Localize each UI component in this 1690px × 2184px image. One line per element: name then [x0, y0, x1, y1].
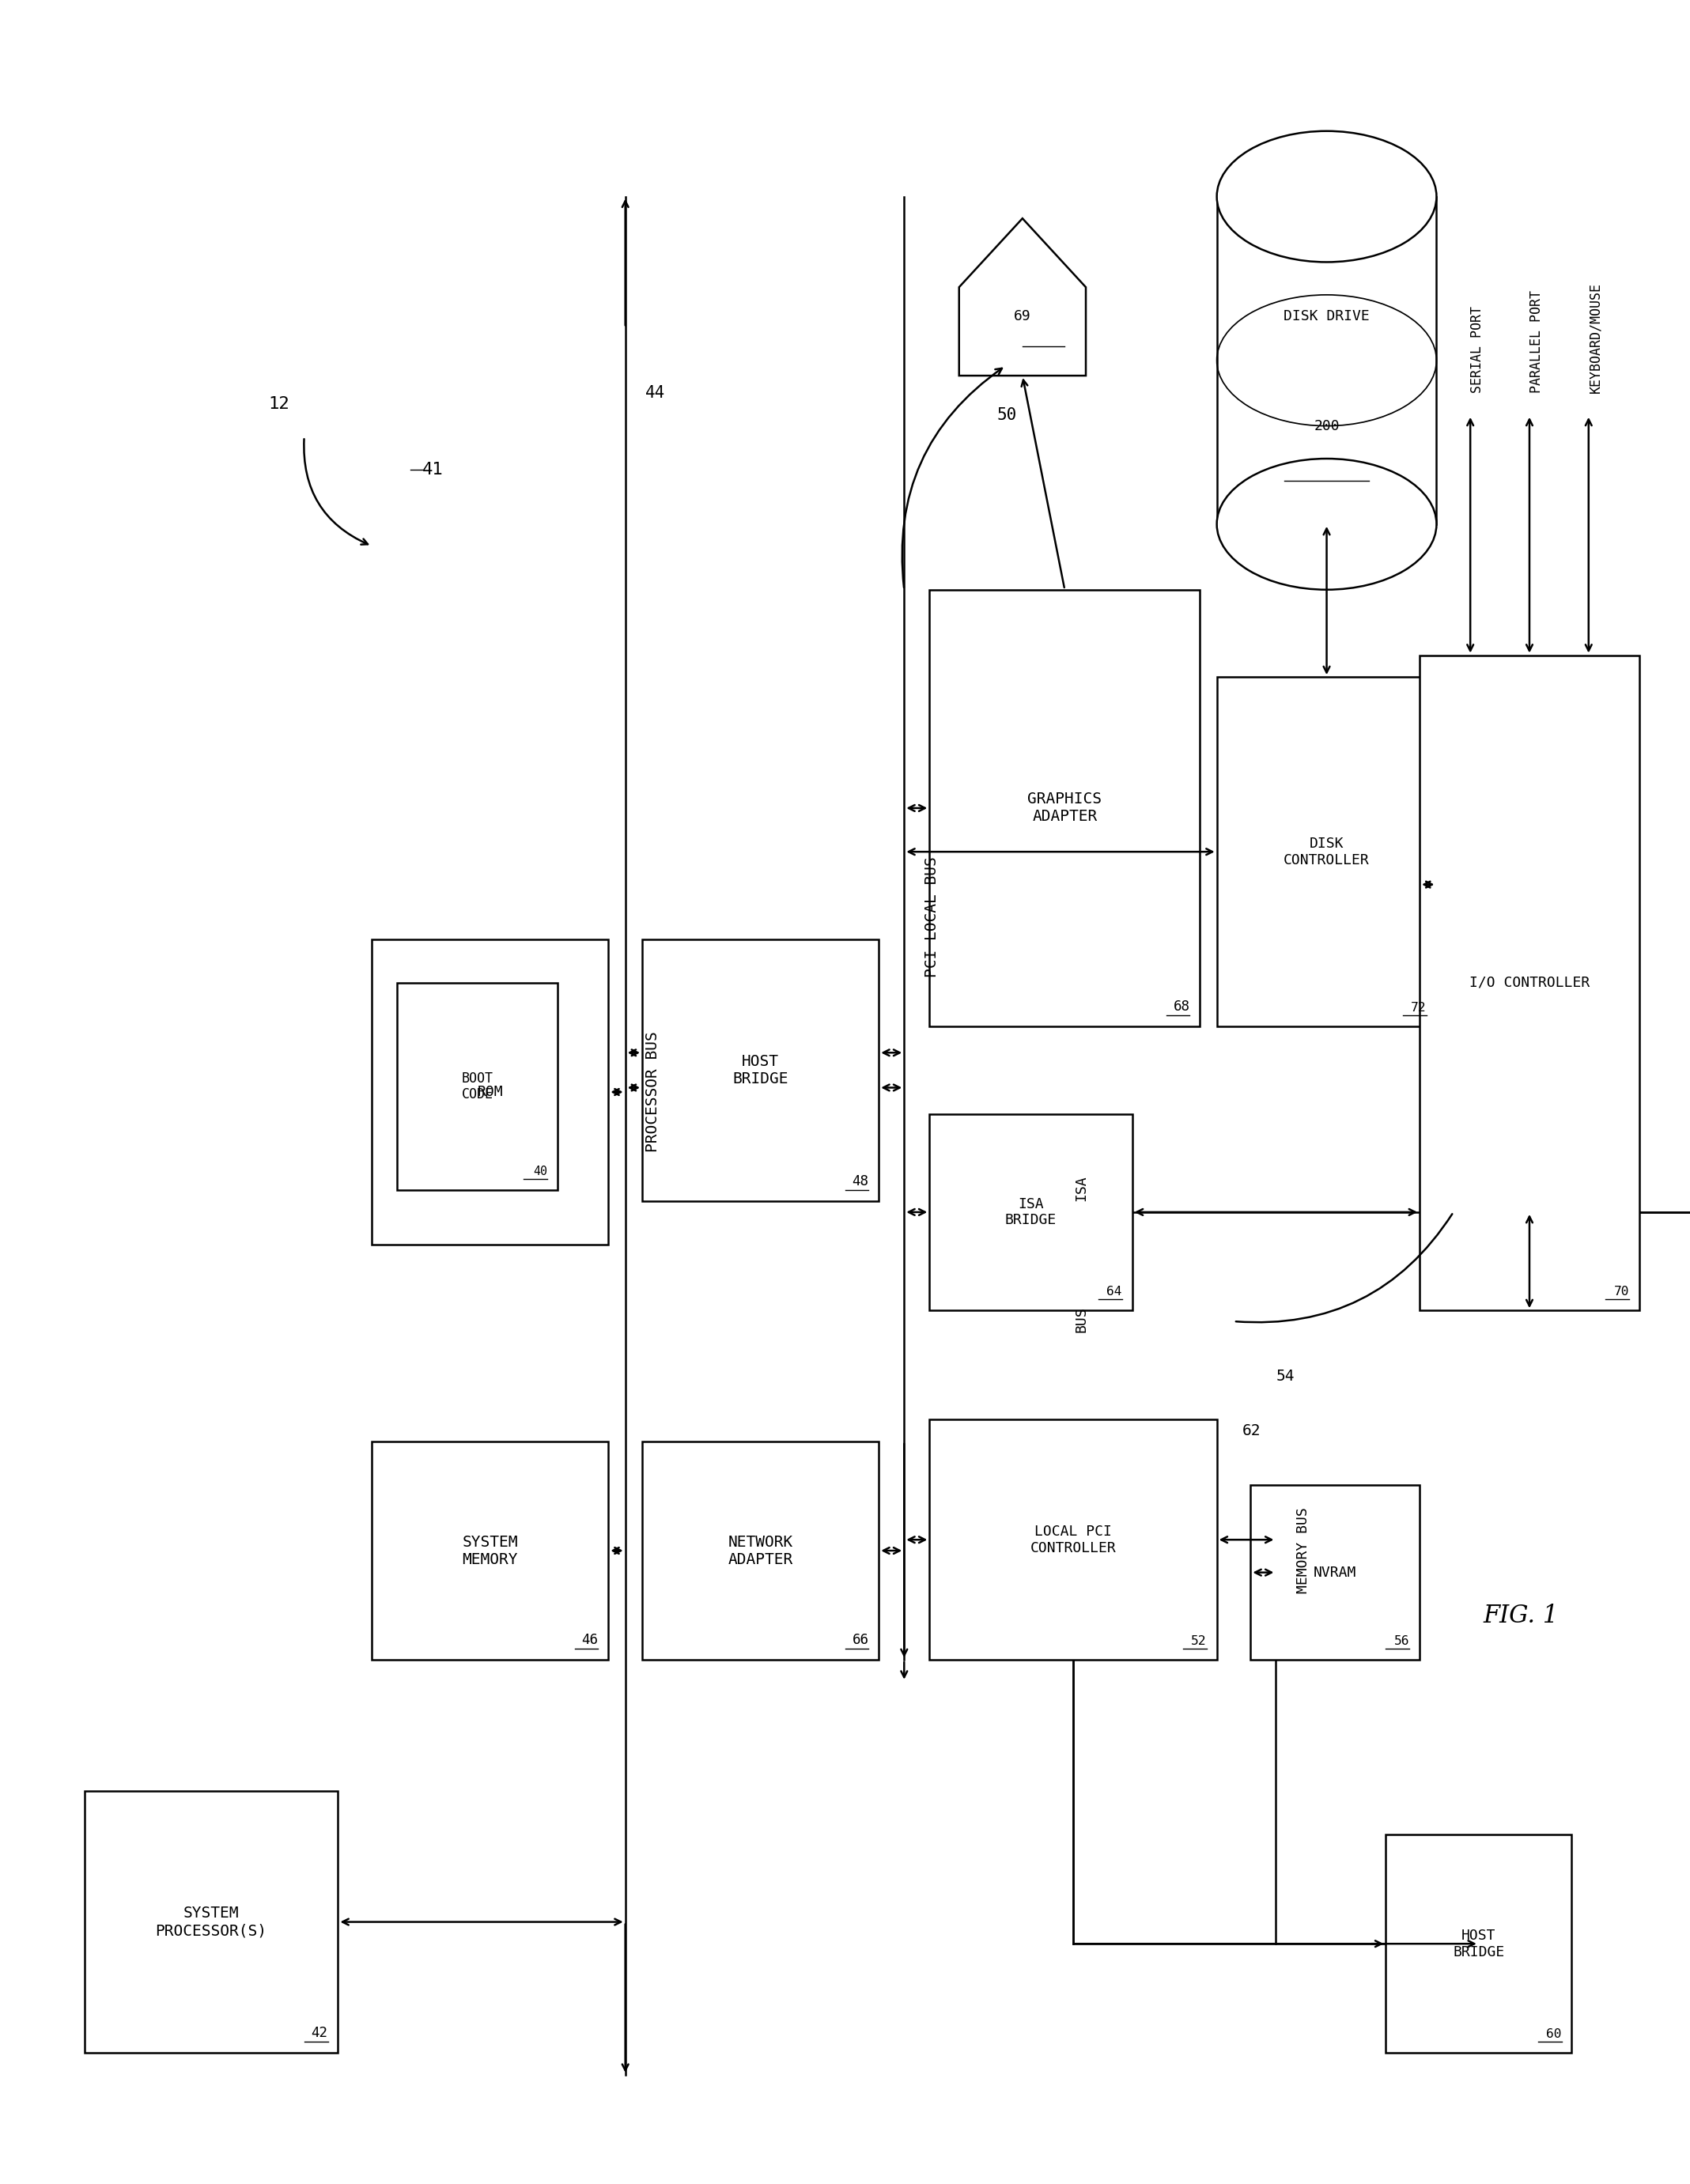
- Text: 42: 42: [311, 2025, 328, 2040]
- Text: 54: 54: [1276, 1369, 1295, 1382]
- Text: 66: 66: [852, 1631, 869, 1647]
- Text: GRAPHICS
ADAPTER: GRAPHICS ADAPTER: [1028, 793, 1102, 823]
- Text: NVRAM: NVRAM: [1313, 1566, 1357, 1579]
- Text: 56: 56: [1394, 1636, 1409, 1647]
- Text: 50: 50: [997, 406, 1017, 424]
- Bar: [642, 1441, 879, 1660]
- Text: HOST
BRIDGE: HOST BRIDGE: [733, 1055, 788, 1085]
- Text: KEYBOARD/MOUSE: KEYBOARD/MOUSE: [1589, 282, 1602, 393]
- Text: I/O CONTROLLER: I/O CONTROLLER: [1469, 976, 1590, 989]
- Text: FIG. 1: FIG. 1: [1484, 1603, 1558, 1629]
- Text: 40: 40: [534, 1166, 548, 1177]
- Bar: [397, 983, 558, 1190]
- Text: SYSTEM
MEMORY: SYSTEM MEMORY: [463, 1535, 517, 1566]
- Text: 200: 200: [1313, 419, 1340, 432]
- Text: DISK DRIVE: DISK DRIVE: [1284, 310, 1369, 323]
- Ellipse shape: [1217, 459, 1436, 590]
- Bar: [1420, 655, 1639, 1310]
- Text: SERIAL PORT: SERIAL PORT: [1470, 306, 1484, 393]
- Text: LOCAL PCI
CONTROLLER: LOCAL PCI CONTROLLER: [1031, 1524, 1115, 1555]
- Text: 70: 70: [1614, 1286, 1629, 1297]
- Text: ISA: ISA: [1075, 1175, 1088, 1201]
- Text: HOST
BRIDGE: HOST BRIDGE: [1453, 1928, 1504, 1959]
- Text: 72: 72: [1411, 1002, 1426, 1013]
- Text: BOOT
CODE: BOOT CODE: [461, 1070, 493, 1103]
- Text: 68: 68: [1173, 998, 1190, 1013]
- Bar: [642, 939, 879, 1201]
- Text: 52: 52: [1191, 1636, 1207, 1647]
- Text: 41: 41: [422, 461, 444, 478]
- Text: PARALLEL PORT: PARALLEL PORT: [1529, 290, 1543, 393]
- Text: BUS: BUS: [1075, 1306, 1088, 1332]
- Text: MEMORY BUS: MEMORY BUS: [1296, 1507, 1310, 1594]
- Bar: [930, 1420, 1217, 1660]
- Text: ISA
BRIDGE: ISA BRIDGE: [1006, 1197, 1056, 1227]
- Text: PROCESSOR BUS: PROCESSOR BUS: [646, 1031, 661, 1153]
- Text: 46: 46: [581, 1631, 598, 1647]
- Text: SYSTEM
PROCESSOR(S): SYSTEM PROCESSOR(S): [155, 1907, 267, 1937]
- Text: 64: 64: [1107, 1286, 1122, 1297]
- Ellipse shape: [1217, 131, 1436, 262]
- Bar: [372, 939, 608, 1245]
- Text: 62: 62: [1242, 1424, 1261, 1437]
- Polygon shape: [960, 218, 1085, 376]
- Text: 48: 48: [852, 1173, 869, 1188]
- Text: 12: 12: [269, 395, 289, 413]
- Text: PCI LOCAL BUS: PCI LOCAL BUS: [924, 856, 940, 978]
- Text: ROM: ROM: [477, 1085, 504, 1099]
- Bar: [372, 1441, 608, 1660]
- Bar: [930, 1114, 1132, 1310]
- Bar: [85, 1791, 338, 2053]
- Text: DISK
CONTROLLER: DISK CONTROLLER: [1284, 836, 1369, 867]
- Bar: [1251, 1485, 1420, 1660]
- Bar: [1217, 677, 1436, 1026]
- Bar: [1386, 1835, 1572, 2053]
- Text: 60: 60: [1546, 2029, 1562, 2040]
- Text: 69: 69: [1014, 310, 1031, 323]
- Text: 44: 44: [646, 384, 666, 402]
- Polygon shape: [1217, 197, 1436, 524]
- Text: NETWORK
ADAPTER: NETWORK ADAPTER: [728, 1535, 793, 1566]
- Bar: [930, 590, 1200, 1026]
